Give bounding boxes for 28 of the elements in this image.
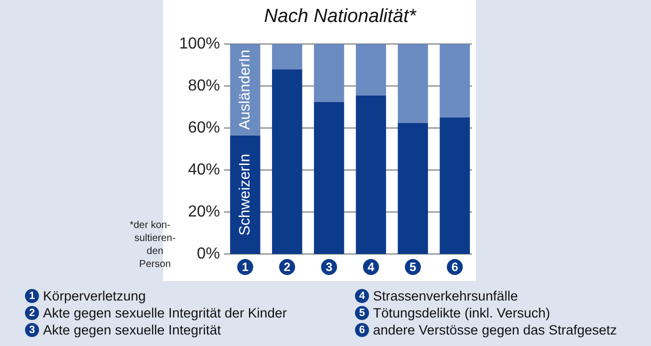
- series-label: AusländerIn: [236, 50, 254, 130]
- text: Körperverletzung: [43, 288, 146, 304]
- x-tick-label: 2: [284, 260, 291, 274]
- y-tick-label: 40%: [188, 162, 220, 178]
- text: *der kon- sultieren- den Person: [130, 220, 176, 270]
- series-label: SchweizerIn: [236, 154, 254, 236]
- x-tick-label: 5: [410, 260, 417, 274]
- x-tick-label: 1: [242, 260, 249, 274]
- category-label: 1: [29, 290, 35, 302]
- x-tick-label: 4: [368, 260, 375, 274]
- category-label: 2: [29, 307, 35, 319]
- category-label: 5: [359, 307, 365, 319]
- chart-title: Nach Nationalität*: [264, 6, 417, 27]
- y-tick-label: 20%: [188, 204, 220, 220]
- y-tick-label: 0%: [196, 246, 220, 262]
- y-tick-label: 60%: [188, 120, 220, 136]
- text: Tötungsdelikte (inkl. Versuch): [373, 306, 550, 320]
- y-tick-label: 100%: [179, 36, 220, 52]
- y-tick-label: 80%: [188, 78, 220, 94]
- text: Akte gegen sexuelle Integrität der Kinder: [43, 306, 288, 320]
- text: andere Verstösse gegen das Strafgesetz: [373, 322, 618, 338]
- text: Strassenverkehrsunfälle: [373, 288, 518, 304]
- category-label: 6: [359, 324, 365, 336]
- category-label: 3: [29, 324, 35, 336]
- x-tick-label: 3: [326, 260, 333, 274]
- x-tick-label: 6: [451, 260, 458, 274]
- text: Akte gegen sexuelle Integrität: [43, 322, 222, 338]
- category-label: 4: [359, 290, 365, 302]
